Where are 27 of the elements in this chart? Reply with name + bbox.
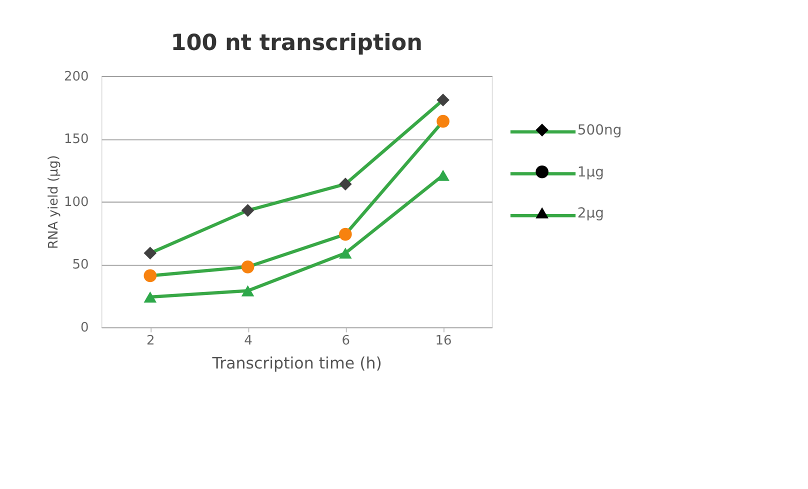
y-tick-label: 50 [72,258,89,273]
chart-title: 100 nt transcription [170,30,422,56]
y-tick-label: 150 [64,132,89,148]
point [241,260,254,274]
point [144,246,157,260]
legend-label: 500ng [577,122,622,139]
y-axis-title: RNA yield (μg) [46,155,62,249]
point [339,248,352,259]
point [436,170,450,181]
point [144,269,157,282]
point [436,114,450,128]
point [339,228,352,241]
y-tick-label: 200 [64,69,89,84]
x-tick-label: 6 [342,333,350,348]
x-tick-label: 16 [435,333,452,348]
point [241,285,254,296]
x-axis-title: Transcription time (h) [211,354,382,373]
point [339,178,352,190]
y-tick-label: 100 [64,194,89,210]
legend-label: 1μg [577,164,604,181]
x-tick-label: 4 [244,333,252,348]
y-tick-label: 0 [80,320,89,336]
point [144,291,157,303]
x-tick-label: 2 [146,333,155,348]
point [436,94,450,106]
legend-label: 2μg [577,205,604,222]
point [241,204,254,217]
